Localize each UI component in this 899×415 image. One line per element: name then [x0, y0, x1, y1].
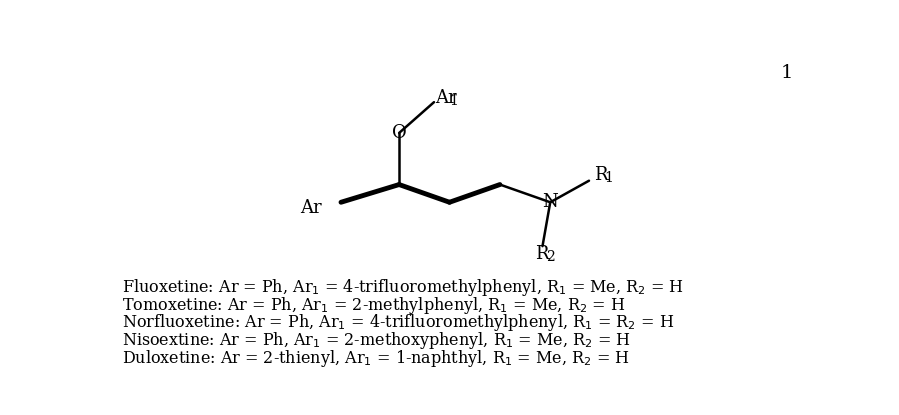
- Text: O: O: [392, 124, 406, 142]
- Text: Norfluoxetine: Ar = Ph, Ar$_{1}$ = 4-trifluoromethylphenyl, R$_{1}$ = R$_{2}$ = : Norfluoxetine: Ar = Ph, Ar$_{1}$ = 4-tri…: [121, 312, 674, 333]
- Text: N: N: [542, 193, 558, 211]
- Text: Ar: Ar: [300, 199, 322, 217]
- Text: 1: 1: [604, 171, 613, 186]
- Text: Duloxetine: Ar = 2-thienyl, Ar$_{1}$ = 1-naphthyl, R$_{1}$ = Me, R$_{2}$ = H: Duloxetine: Ar = 2-thienyl, Ar$_{1}$ = 1…: [121, 348, 629, 369]
- Text: R: R: [536, 245, 549, 263]
- Text: Nisoextine: Ar = Ph, Ar$_{1}$ = 2-methoxyphenyl, R$_{1}$ = Me, R$_{2}$ = H: Nisoextine: Ar = Ph, Ar$_{1}$ = 2-methox…: [121, 330, 630, 351]
- Text: Fluoxetine: Ar = Ph, Ar$_{1}$ = 4-trifluoromethylphenyl, R$_{1}$ = Me, R$_{2}$ =: Fluoxetine: Ar = Ph, Ar$_{1}$ = 4-triflu…: [121, 277, 684, 298]
- Text: R: R: [594, 166, 608, 184]
- Text: 1: 1: [450, 94, 458, 107]
- Text: 2: 2: [546, 250, 555, 264]
- Text: Tomoxetine: Ar = Ph, Ar$_{1}$ = 2-methylphenyl, R$_{1}$ = Me, R$_{2}$ = H: Tomoxetine: Ar = Ph, Ar$_{1}$ = 2-methyl…: [121, 295, 625, 316]
- Text: 1: 1: [780, 63, 793, 82]
- Text: Ar: Ar: [435, 88, 457, 107]
